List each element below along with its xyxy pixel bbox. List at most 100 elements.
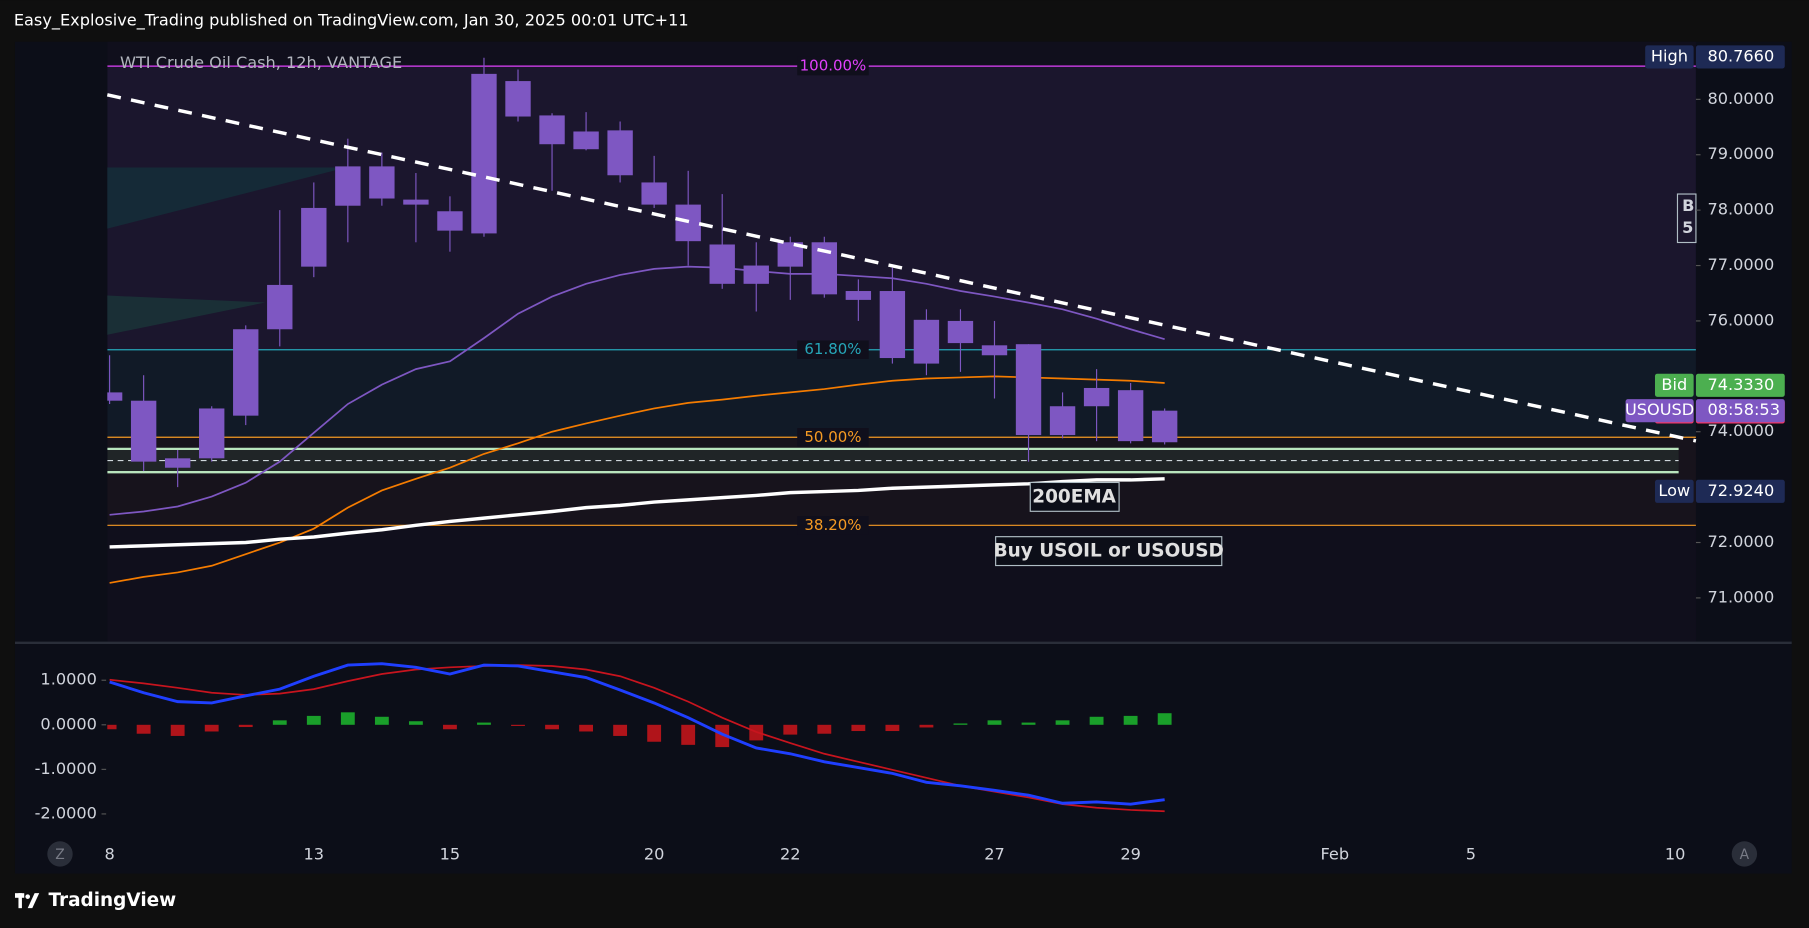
histogram-bar bbox=[613, 724, 628, 736]
price-label: 72.9240 bbox=[1707, 481, 1774, 500]
histogram-bar bbox=[340, 712, 355, 725]
y-tick-label: 79.0000 bbox=[1707, 144, 1774, 163]
candle-body bbox=[1049, 406, 1076, 436]
candle-body bbox=[1151, 410, 1178, 443]
histogram-bar bbox=[272, 720, 287, 725]
histogram-bar bbox=[715, 724, 730, 748]
price-label-name: USOUSD bbox=[1625, 400, 1694, 419]
fib-zone bbox=[107, 349, 1696, 438]
price-label-name: Low bbox=[1658, 481, 1690, 500]
price-label-bg bbox=[1695, 45, 1785, 69]
candle-body bbox=[1117, 390, 1144, 442]
candle-body bbox=[164, 458, 191, 468]
candle-body bbox=[947, 320, 974, 344]
candle-body bbox=[641, 182, 667, 205]
moving-average bbox=[109, 265, 1165, 516]
y-tick-label: 72.0000 bbox=[1707, 532, 1774, 551]
x-tick-label: Feb bbox=[1321, 845, 1350, 864]
fib-label: 50.00% bbox=[804, 428, 861, 446]
fib-label-bg bbox=[797, 340, 869, 359]
indicator-line bbox=[109, 662, 1165, 806]
annotation: Buy USOIL or USOUSD bbox=[994, 541, 1224, 562]
histogram-bar bbox=[306, 715, 321, 725]
indicator-tick-label: -1.0000 bbox=[35, 759, 97, 778]
indicator-tick-label: 1.0000 bbox=[40, 670, 96, 689]
y-tick-label: 77.0000 bbox=[1707, 255, 1774, 274]
histogram-bar bbox=[204, 724, 219, 732]
histogram-bar bbox=[408, 721, 423, 725]
candle-body bbox=[107, 392, 123, 401]
candle-body bbox=[335, 166, 361, 206]
histogram-bar bbox=[374, 716, 389, 725]
edge-mark[interactable]: Z bbox=[55, 847, 64, 863]
x-tick-label: 27 bbox=[984, 845, 1005, 864]
histogram-bar bbox=[107, 724, 117, 730]
price-label: 80.7660 bbox=[1707, 46, 1774, 65]
price-label-name: Bid bbox=[1661, 375, 1687, 394]
histogram-bar bbox=[851, 724, 866, 732]
candle-body bbox=[1083, 387, 1110, 407]
y-tick-label: 76.0000 bbox=[1707, 310, 1774, 329]
fib-label-bg bbox=[797, 428, 869, 447]
x-tick-label: 10 bbox=[1665, 845, 1686, 864]
x-tick-label: 13 bbox=[304, 845, 325, 864]
histogram-bar bbox=[953, 723, 968, 725]
histogram-bar bbox=[647, 724, 662, 742]
price-label-bg bbox=[1695, 399, 1785, 423]
candle-body bbox=[913, 319, 940, 364]
histogram-bar bbox=[443, 724, 457, 730]
histogram-bar bbox=[545, 724, 559, 730]
edge-button[interactable] bbox=[1731, 841, 1758, 867]
fib-label: 38.20% bbox=[804, 516, 861, 534]
candle-body bbox=[403, 199, 429, 205]
histogram-bar bbox=[579, 724, 594, 732]
fib-label: 61.80% bbox=[804, 340, 861, 358]
y-tick-label: 74.0000 bbox=[1707, 421, 1774, 440]
price-label-name-bg bbox=[1654, 373, 1694, 397]
y-tick-label: 80.0000 bbox=[1707, 89, 1774, 108]
cut-box bbox=[1676, 193, 1697, 244]
candle-body bbox=[607, 130, 633, 176]
header: Easy_Explosive_Trading published on Trad… bbox=[14, 10, 689, 30]
histogram-bar bbox=[1055, 720, 1070, 725]
y-tick-label: 71.0000 bbox=[1707, 587, 1774, 606]
fib-label: 100.00% bbox=[800, 57, 867, 75]
edge-button[interactable] bbox=[47, 841, 73, 867]
shape bbox=[107, 167, 347, 229]
cut-label: 5 bbox=[1682, 218, 1693, 237]
chart-title: WTI Crude Oil Cash, 12h, VANTAGE bbox=[120, 53, 402, 72]
histogram-bar bbox=[1157, 713, 1172, 725]
annotation-box bbox=[995, 536, 1223, 567]
histogram-bar bbox=[919, 724, 934, 728]
candle-body bbox=[301, 207, 327, 267]
candle-body bbox=[199, 408, 225, 459]
histogram-bar bbox=[783, 724, 798, 735]
candle-body bbox=[1015, 344, 1042, 436]
price-label-name-bg bbox=[1654, 479, 1694, 503]
candle-body bbox=[267, 284, 293, 330]
indicator-tick-label: -2.0000 bbox=[35, 803, 97, 822]
edge-mark[interactable]: A bbox=[1740, 847, 1750, 863]
fib-label-bg bbox=[797, 56, 869, 76]
indicator-tick-label: 0.0000 bbox=[40, 714, 96, 733]
histogram-bar bbox=[136, 724, 151, 734]
histogram-bar bbox=[1089, 716, 1104, 725]
x-tick-label: 22 bbox=[780, 845, 801, 864]
candle-body bbox=[437, 211, 463, 231]
candle-body bbox=[573, 131, 599, 150]
cut-label: B bbox=[1682, 196, 1694, 215]
price-label: 08:58:53 bbox=[1707, 400, 1779, 419]
histogram-bar bbox=[511, 724, 525, 726]
histogram-bar bbox=[238, 724, 253, 728]
price-label-name-bg bbox=[1625, 399, 1694, 423]
fib-label-bg bbox=[797, 516, 869, 535]
price-label-bg bbox=[1695, 479, 1785, 503]
x-tick-label: 5 bbox=[1466, 845, 1476, 864]
shape bbox=[107, 295, 266, 335]
x-tick-label: 29 bbox=[1120, 845, 1141, 864]
candle-body bbox=[505, 81, 531, 117]
histogram-bar bbox=[987, 720, 1002, 725]
candle-body bbox=[471, 73, 497, 234]
annotation-box bbox=[1029, 481, 1120, 512]
